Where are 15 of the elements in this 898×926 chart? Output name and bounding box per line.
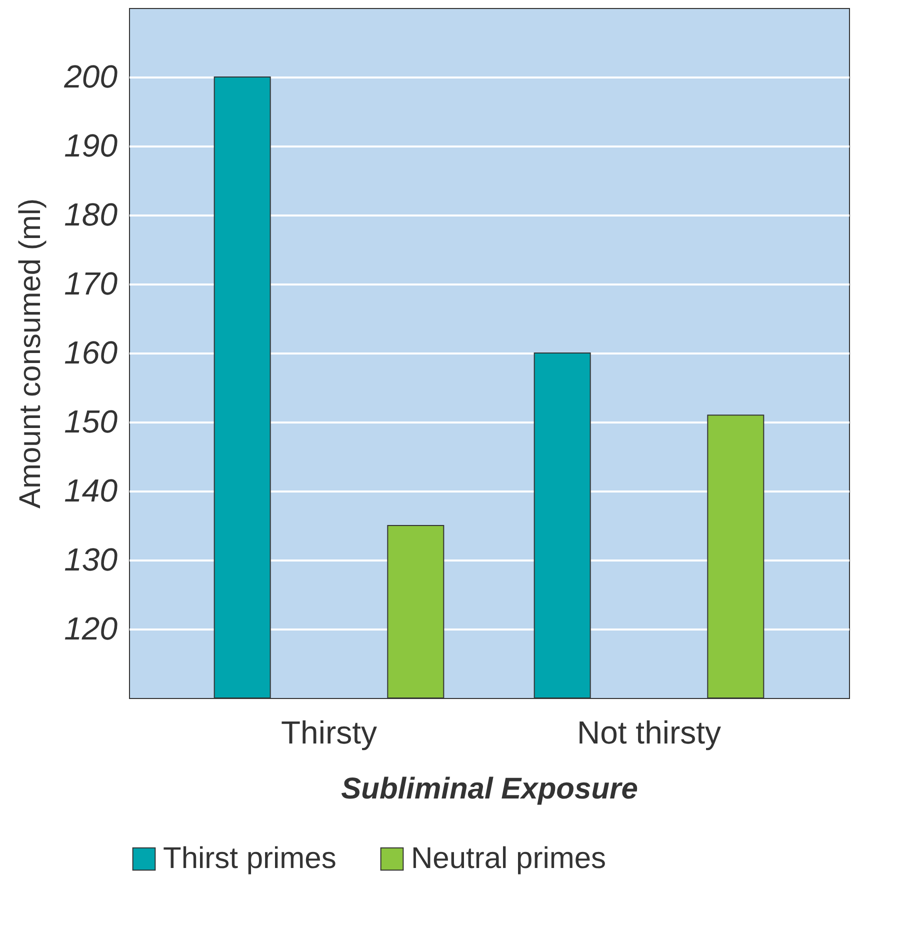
x-tick-label: Not thirsty: [576, 714, 722, 750]
y-tick-label: 200: [63, 58, 118, 94]
x-axis-title: Subliminal Exposure: [341, 772, 638, 806]
y-tick-label: 180: [64, 196, 118, 232]
y-tick-label: 140: [64, 472, 118, 508]
legend-label: Neutral primes: [411, 842, 606, 875]
x-tick-label: Thirsty: [281, 714, 377, 750]
y-tick-label: 130: [64, 542, 118, 578]
y-tick-label: 160: [64, 334, 118, 370]
y-tick-label: 150: [64, 404, 118, 440]
y-tick-label: 120: [64, 610, 118, 646]
legend-label: Thirst primes: [163, 842, 336, 875]
y-axis-title: Amount consumed (ml): [14, 198, 48, 509]
y-tick-label: 190: [64, 128, 118, 164]
y-tick-label: 170: [64, 266, 118, 302]
